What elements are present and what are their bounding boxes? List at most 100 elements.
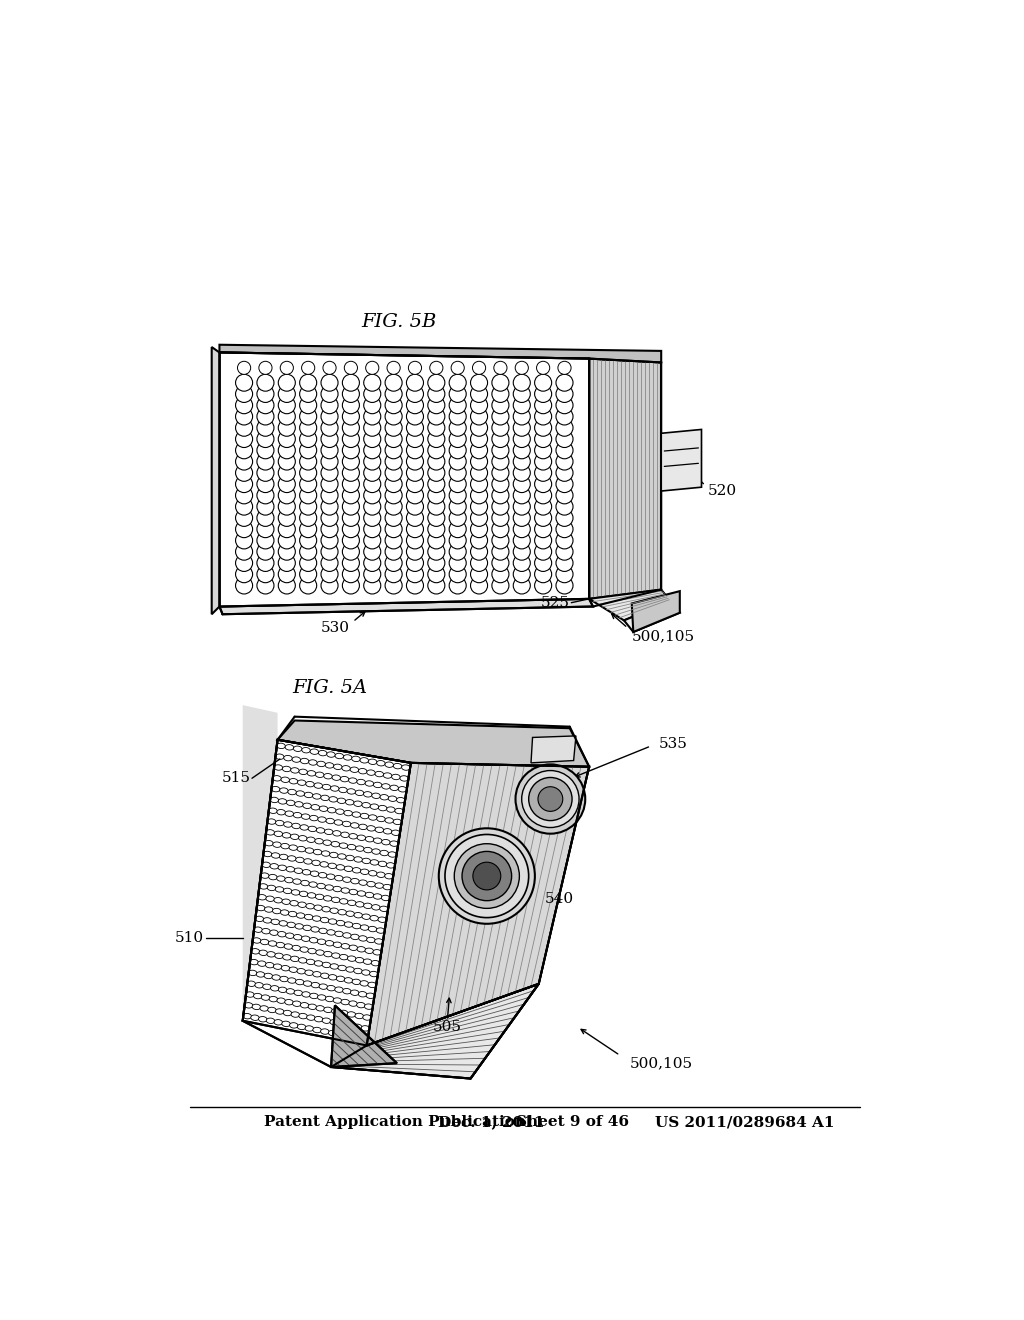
Ellipse shape [316, 1006, 325, 1011]
Ellipse shape [326, 818, 335, 824]
Circle shape [492, 420, 509, 436]
Ellipse shape [365, 948, 374, 953]
Ellipse shape [323, 1018, 331, 1023]
Ellipse shape [302, 870, 311, 875]
Ellipse shape [327, 874, 335, 879]
Ellipse shape [284, 944, 293, 949]
Circle shape [342, 453, 359, 470]
Circle shape [513, 375, 530, 391]
Circle shape [407, 577, 424, 594]
Ellipse shape [350, 767, 358, 772]
Ellipse shape [291, 1012, 300, 1018]
Ellipse shape [255, 916, 263, 921]
Ellipse shape [306, 960, 315, 965]
Circle shape [535, 420, 552, 436]
Circle shape [513, 408, 530, 425]
Circle shape [236, 487, 253, 504]
Ellipse shape [274, 832, 283, 837]
Ellipse shape [317, 817, 327, 822]
Ellipse shape [333, 942, 342, 948]
Ellipse shape [300, 825, 308, 830]
Circle shape [257, 475, 274, 492]
Circle shape [364, 487, 381, 504]
Circle shape [407, 420, 424, 436]
Circle shape [513, 510, 530, 527]
Ellipse shape [356, 779, 366, 785]
Circle shape [321, 544, 338, 560]
Circle shape [455, 843, 519, 908]
Ellipse shape [306, 781, 314, 787]
Text: 500,105: 500,105 [632, 628, 695, 643]
Ellipse shape [332, 1008, 340, 1014]
Ellipse shape [375, 883, 383, 888]
Text: 500,105: 500,105 [630, 1056, 693, 1071]
Ellipse shape [270, 986, 280, 991]
Circle shape [407, 566, 424, 582]
Polygon shape [331, 1006, 397, 1067]
Circle shape [492, 577, 509, 594]
Ellipse shape [335, 754, 344, 759]
Ellipse shape [289, 911, 297, 917]
Ellipse shape [332, 775, 341, 780]
Circle shape [521, 771, 579, 828]
Ellipse shape [377, 760, 385, 766]
Ellipse shape [300, 946, 308, 952]
Circle shape [236, 554, 253, 572]
Circle shape [450, 465, 466, 482]
Circle shape [236, 375, 253, 391]
Ellipse shape [324, 1007, 332, 1012]
Ellipse shape [386, 863, 395, 869]
Ellipse shape [292, 824, 300, 829]
Circle shape [556, 408, 573, 425]
Ellipse shape [340, 776, 349, 781]
Ellipse shape [316, 828, 325, 833]
Circle shape [364, 566, 381, 582]
Ellipse shape [254, 927, 262, 932]
Ellipse shape [291, 768, 299, 774]
Ellipse shape [319, 807, 328, 812]
Ellipse shape [269, 997, 278, 1002]
Circle shape [428, 510, 444, 527]
Ellipse shape [344, 866, 352, 871]
Ellipse shape [297, 846, 305, 851]
Circle shape [556, 375, 573, 391]
Circle shape [342, 554, 359, 572]
Circle shape [385, 397, 402, 413]
Ellipse shape [358, 936, 368, 941]
Ellipse shape [344, 921, 353, 927]
Circle shape [470, 397, 487, 413]
Ellipse shape [335, 987, 343, 993]
Ellipse shape [286, 933, 294, 939]
Ellipse shape [299, 1014, 307, 1019]
Ellipse shape [286, 989, 295, 994]
Ellipse shape [329, 974, 337, 979]
Ellipse shape [324, 896, 332, 902]
Ellipse shape [337, 799, 346, 804]
Ellipse shape [326, 997, 334, 1002]
Ellipse shape [287, 923, 296, 928]
Ellipse shape [309, 993, 318, 999]
Ellipse shape [284, 822, 292, 828]
Circle shape [364, 442, 381, 459]
Polygon shape [589, 590, 671, 620]
Circle shape [450, 510, 466, 527]
Ellipse shape [287, 800, 295, 805]
Text: 505: 505 [433, 1020, 462, 1034]
Circle shape [342, 577, 359, 594]
Circle shape [492, 520, 509, 537]
Ellipse shape [264, 973, 272, 978]
Ellipse shape [309, 816, 318, 821]
Ellipse shape [274, 953, 284, 958]
Ellipse shape [296, 979, 304, 985]
Circle shape [556, 385, 573, 403]
Ellipse shape [346, 911, 354, 916]
Circle shape [535, 408, 552, 425]
Circle shape [428, 420, 444, 436]
Polygon shape [278, 721, 589, 767]
Circle shape [385, 487, 402, 504]
Ellipse shape [285, 744, 294, 750]
Circle shape [279, 465, 295, 482]
Circle shape [342, 532, 359, 549]
Circle shape [450, 385, 466, 403]
Ellipse shape [372, 849, 380, 854]
